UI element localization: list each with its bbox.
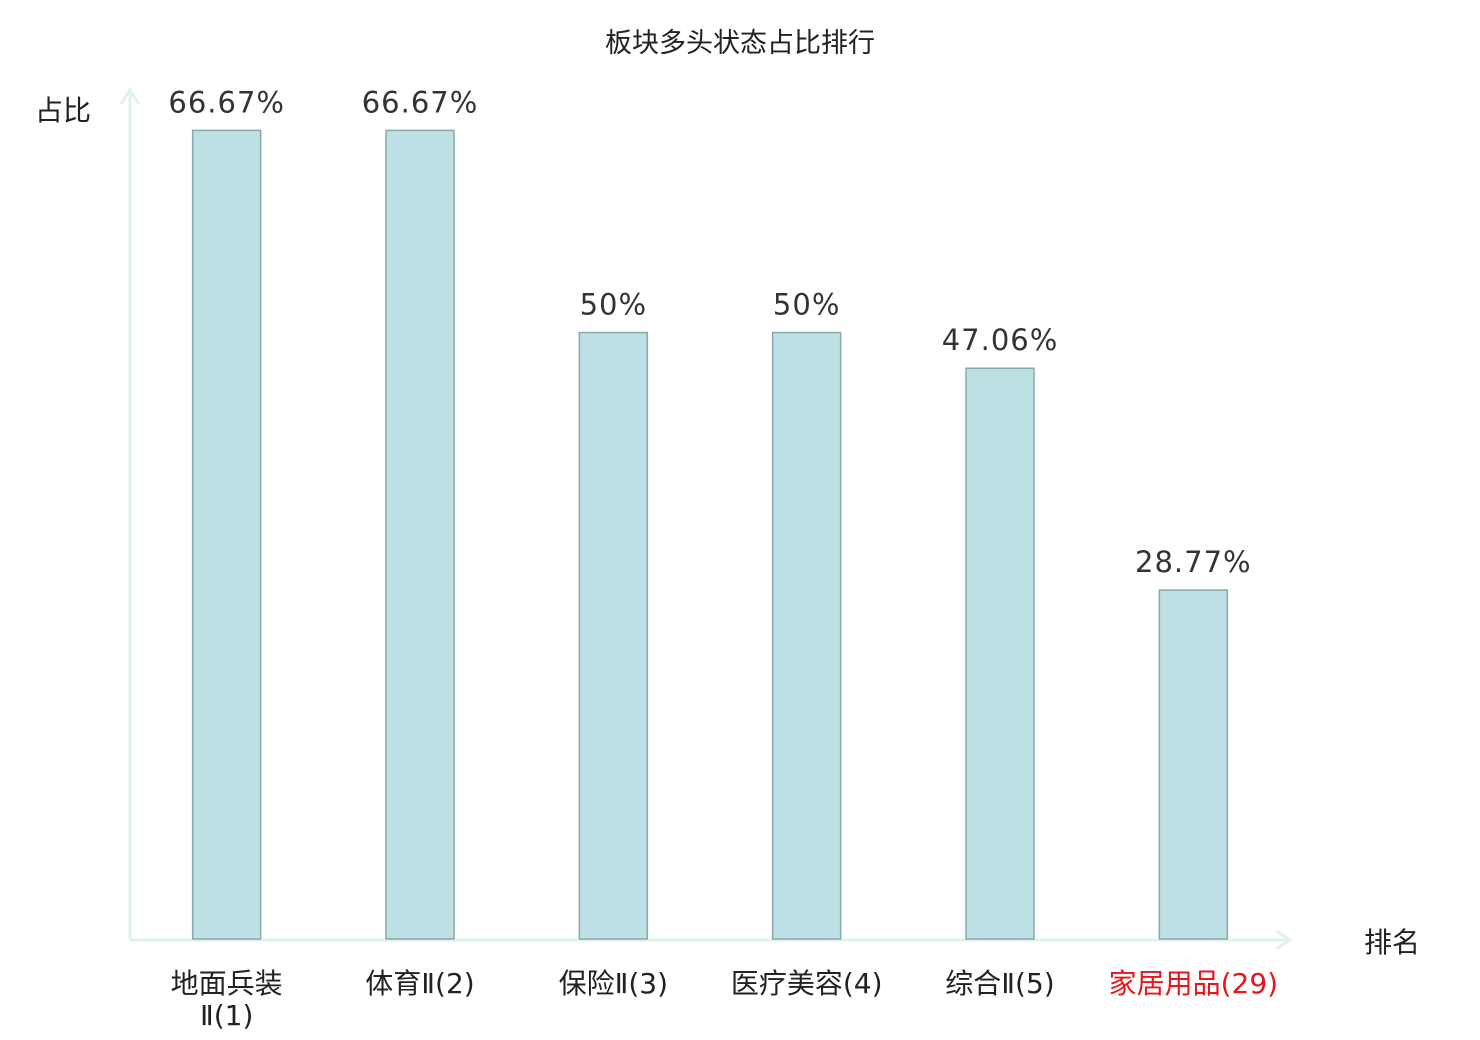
x-tick-label: Ⅱ(1) [200, 999, 253, 1032]
bar [578, 331, 649, 940]
bar [191, 129, 262, 940]
data-label: 28.77% [1135, 545, 1252, 579]
data-label: 66.67% [362, 85, 479, 119]
data-label: 66.67% [168, 85, 285, 119]
data-label: 50% [580, 288, 647, 322]
data-label: 47.06% [942, 323, 1059, 357]
bar [385, 129, 455, 940]
bar [965, 367, 1035, 940]
x-tick-label: 医疗美容(4) [731, 967, 883, 1000]
x-tick-label: 体育Ⅱ(2) [365, 967, 474, 1000]
x-tick-label: 家居用品(29) [1109, 967, 1278, 1000]
bar [771, 331, 842, 940]
data-label: 50% [773, 288, 840, 322]
bar [1158, 589, 1229, 940]
chart-title: 板块多头状态占比排行 [605, 28, 875, 59]
y-axis-arrow-icon [119, 87, 141, 105]
y-axis-label: 占比 [35, 94, 91, 127]
x-tick-label: 保险Ⅱ(3) [559, 967, 668, 1000]
x-tick-label: 综合Ⅱ(5) [945, 967, 1054, 1000]
x-axis-label: 排名 [1364, 926, 1420, 959]
x-tick-label: 地面兵装 [171, 967, 283, 1000]
x-axis-arrow-icon [1275, 929, 1293, 951]
